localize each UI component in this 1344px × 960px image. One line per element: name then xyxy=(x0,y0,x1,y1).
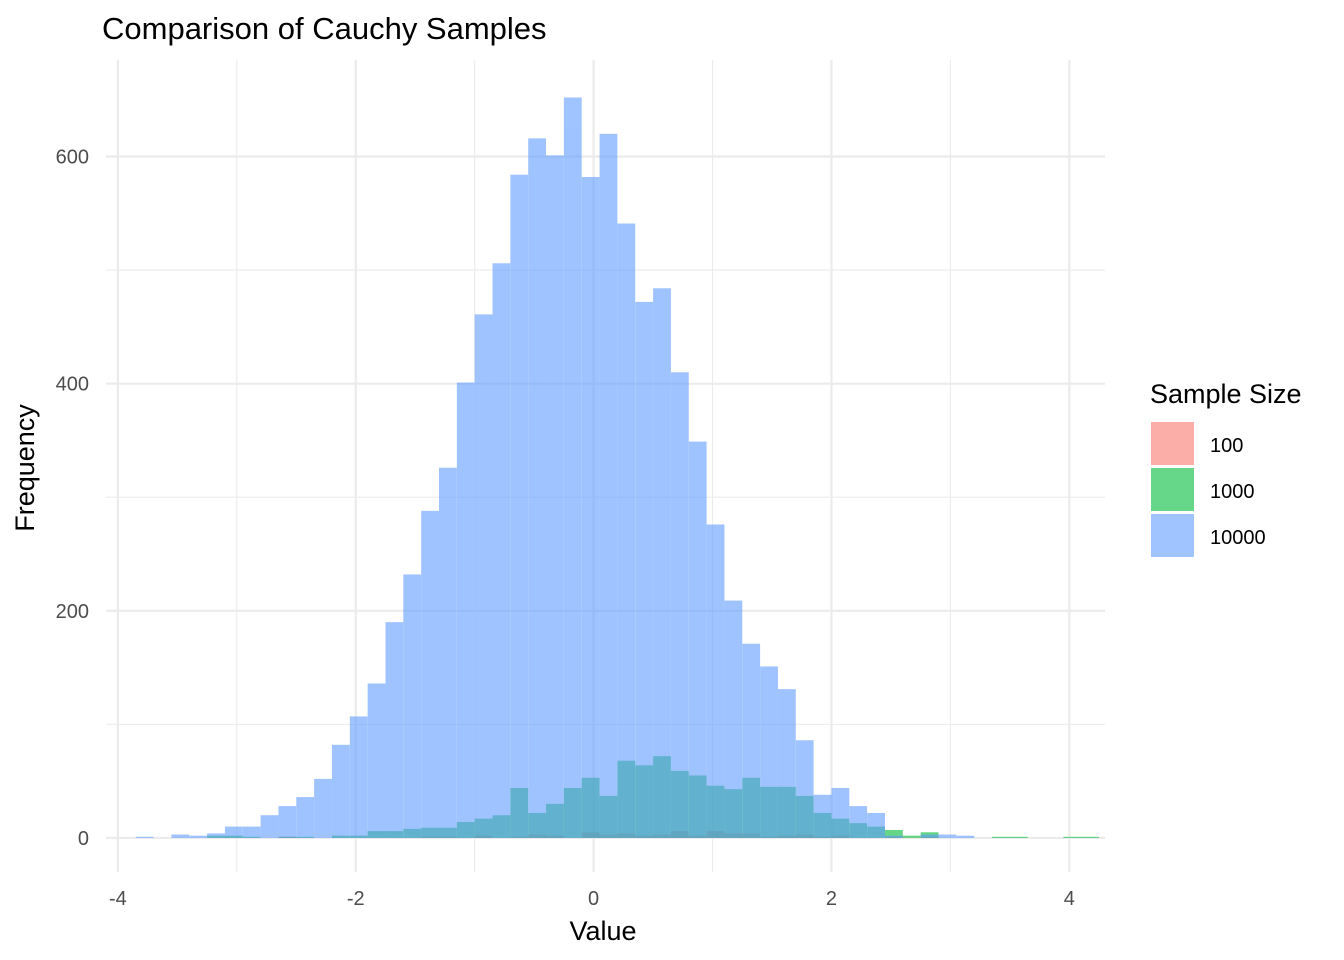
histogram-bar xyxy=(403,574,422,838)
histogram-bar xyxy=(706,524,725,838)
histogram-bar xyxy=(742,643,761,838)
histogram-bar xyxy=(207,833,225,838)
histogram-bar xyxy=(224,826,243,838)
histogram-bar xyxy=(296,797,315,838)
y-tick-label: 200 xyxy=(56,601,89,623)
legend-label: 100 xyxy=(1210,435,1243,457)
histogram-bar xyxy=(777,689,796,838)
y-tick-label: 0 xyxy=(78,828,89,850)
chart-title: Comparison of Cauchy Samples xyxy=(102,11,547,46)
histogram-bar xyxy=(956,835,975,838)
y-tick-label: 400 xyxy=(56,374,89,396)
histogram-bar xyxy=(1063,836,1082,838)
histogram-bar xyxy=(902,835,921,838)
histogram-bar xyxy=(1081,836,1100,838)
histogram-bar xyxy=(171,834,190,838)
x-tick-label: -4 xyxy=(109,888,127,910)
histogram-bar xyxy=(510,174,529,838)
legend-title: Sample Size xyxy=(1150,379,1302,409)
histogram-bar xyxy=(385,622,404,838)
legend: Sample Size 100 1000 10000 xyxy=(1150,379,1302,557)
x-tick-label: 0 xyxy=(588,888,599,910)
histogram-bar xyxy=(617,223,636,838)
histogram-bar xyxy=(849,806,868,838)
histogram-bar xyxy=(349,716,368,838)
x-tick-label: 4 xyxy=(1064,888,1075,910)
legend-swatch xyxy=(1151,422,1194,465)
histogram-bar xyxy=(439,467,457,838)
histogram-bars xyxy=(135,97,1100,838)
x-axis-ticks: -4 -2 0 2 4 xyxy=(109,888,1075,910)
histogram-bar xyxy=(421,510,439,838)
histogram-bar xyxy=(884,835,903,838)
histogram-bar xyxy=(831,787,850,838)
series-10000 xyxy=(135,97,975,838)
histogram-bar xyxy=(331,744,350,838)
histogram-bar xyxy=(635,301,654,838)
histogram-bar xyxy=(242,826,261,838)
legend-swatch xyxy=(1151,468,1194,511)
legend-label: 1000 xyxy=(1210,481,1255,503)
legend-label: 10000 xyxy=(1210,527,1266,549)
histogram-bar xyxy=(528,138,547,838)
histogram-bar xyxy=(135,836,154,838)
histogram-bar xyxy=(992,836,1010,838)
y-axis-title: Frequency xyxy=(10,404,40,532)
histogram-bar xyxy=(867,812,885,838)
histogram-bar xyxy=(920,834,939,838)
histogram-bar xyxy=(456,382,475,838)
histogram-bar xyxy=(581,176,600,838)
histogram-bar xyxy=(760,666,778,838)
y-tick-label: 600 xyxy=(56,147,89,169)
histogram-bar xyxy=(938,834,957,838)
histogram-bar xyxy=(599,133,618,838)
histogram-bar xyxy=(688,441,707,838)
histogram-bar xyxy=(795,740,814,838)
histogram-bar xyxy=(278,806,297,838)
histogram-bar xyxy=(653,288,671,838)
histogram-bar xyxy=(474,314,493,838)
x-tick-label: 2 xyxy=(826,888,837,910)
histogram-bar xyxy=(1009,836,1028,838)
histogram-bar xyxy=(189,835,208,838)
histogram-bar xyxy=(546,155,564,838)
histogram-bar xyxy=(670,372,689,838)
y-axis-ticks: 0 200 400 600 xyxy=(56,147,89,850)
histogram-bar xyxy=(884,829,903,838)
legend-swatch xyxy=(1151,514,1194,557)
histogram-bar xyxy=(813,794,832,838)
histogram-bar xyxy=(563,97,582,838)
histogram-bar xyxy=(367,683,386,838)
x-axis-title: Value xyxy=(569,916,636,946)
histogram-bar xyxy=(260,815,279,838)
histogram-bar xyxy=(492,263,511,838)
histogram-bar xyxy=(724,600,743,838)
histogram-bar xyxy=(314,778,332,838)
x-tick-label: -2 xyxy=(347,888,365,910)
